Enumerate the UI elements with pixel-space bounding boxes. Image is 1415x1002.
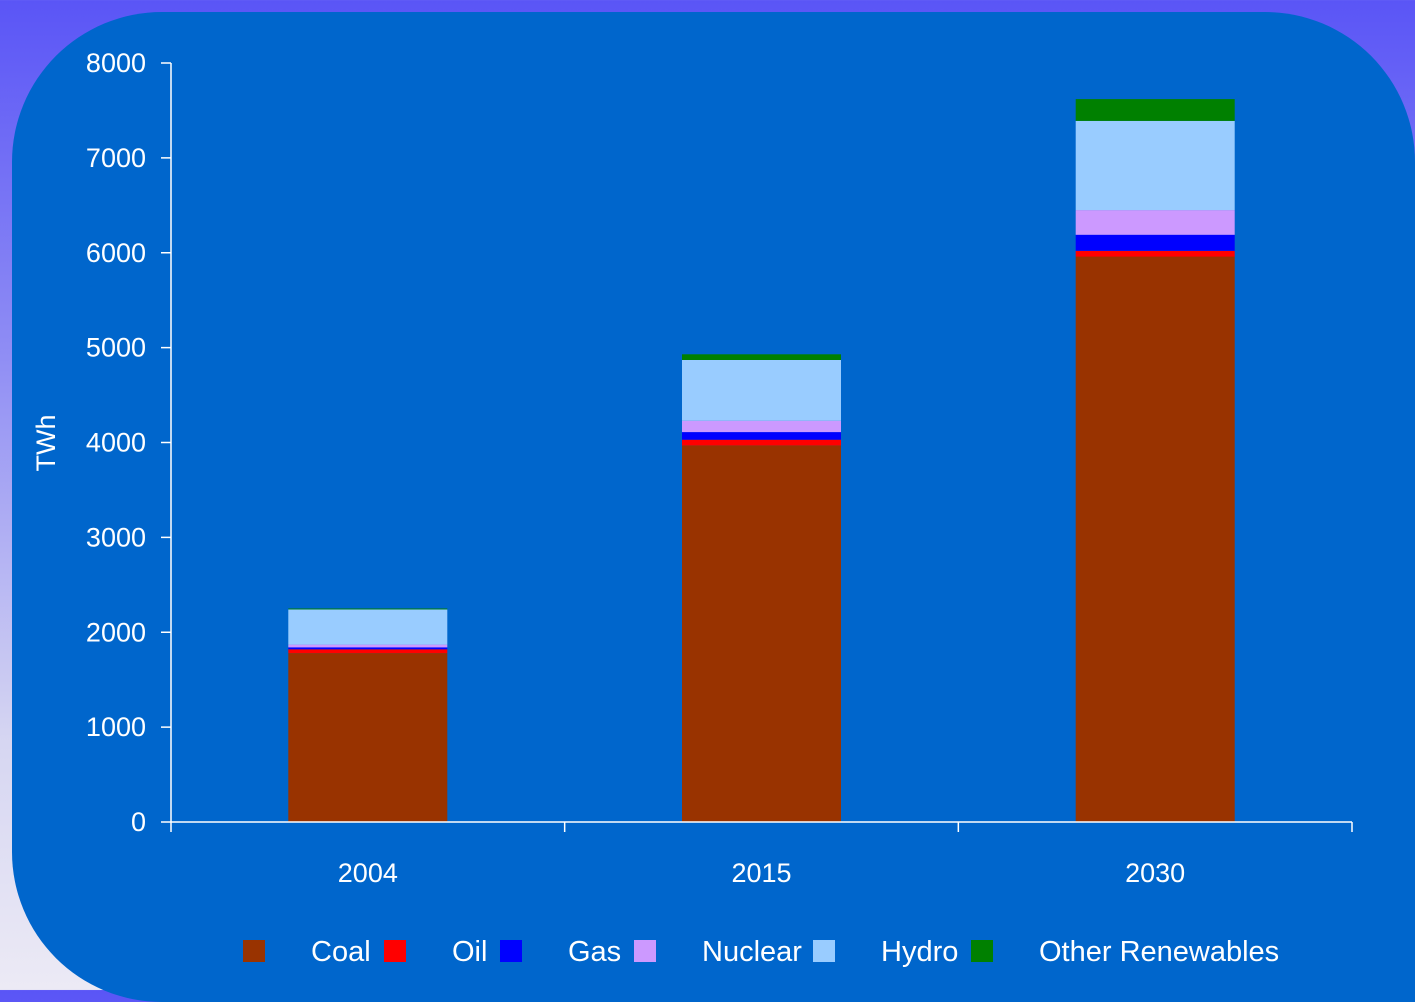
y-tick-label: 4000 (86, 428, 146, 458)
legend-swatch-oil (384, 940, 406, 962)
x-ticks: 2004 2015 2030 (170, 822, 1353, 888)
legend-label-other-renewables: Other Renewables (1039, 936, 1279, 968)
bar-segment-hydro-2015 (682, 360, 841, 421)
bar-segment-nuclear-2015 (682, 420, 841, 433)
legend-swatch-other-renewables (971, 940, 993, 962)
legend-label-nuclear: Nuclear (702, 936, 802, 968)
y-ticks: 0 1000 2000 3000 4000 5000 6000 7000 8000 (86, 48, 171, 837)
bar-segment-coal-2015 (682, 445, 841, 822)
bar-segment-coal-2030 (1075, 256, 1235, 822)
bar-segment-oil-2015 (682, 439, 841, 446)
bar-segment-hydro-2030 (1075, 120, 1235, 211)
bar-segment-coal-2004 (288, 653, 448, 822)
bars-layer (288, 99, 1235, 822)
bar-segment-nuclear-2004 (288, 644, 448, 648)
y-tick-label: 1000 (86, 712, 146, 742)
y-axis-label: TWh (31, 415, 61, 472)
legend-label-gas: Gas (568, 936, 621, 968)
legend-label-coal: Coal (311, 936, 371, 968)
legend-swatch-nuclear (634, 940, 656, 962)
bar-segment-nuclear-2030 (1075, 210, 1235, 235)
bar-segment-other-renewables-2004 (288, 608, 448, 610)
legend: Coal Oil Gas Nuclear Hydro Other Renewables (243, 936, 1279, 968)
bar-segment-gas-2030 (1075, 234, 1235, 251)
legend-swatch-gas (500, 940, 522, 962)
legend-swatch-hydro (813, 940, 835, 962)
y-tick-label: 7000 (86, 143, 146, 173)
y-tick-label: 3000 (86, 522, 146, 552)
bar-segment-oil-2030 (1075, 250, 1235, 257)
x-tick-label-2015: 2015 (731, 858, 791, 888)
y-tick-label: 6000 (86, 238, 146, 268)
y-tick-label: 2000 (86, 617, 146, 647)
bar-segment-oil-2004 (288, 649, 448, 654)
legend-label-hydro: Hydro (881, 936, 958, 968)
legend-label-oil: Oil (452, 936, 487, 968)
legend-swatch-coal (243, 940, 265, 962)
y-tick-label: 0 (131, 807, 146, 837)
bar-segment-other-renewables-2030 (1075, 99, 1235, 121)
bar-segment-gas-2004 (288, 647, 448, 650)
bar-segment-other-renewables-2015 (682, 354, 841, 360)
y-tick-label: 8000 (86, 48, 146, 78)
x-tick-label-2004: 2004 (338, 858, 398, 888)
y-tick-label: 5000 (86, 333, 146, 363)
bar-segment-gas-2015 (682, 432, 841, 440)
x-tick-label-2030: 2030 (1125, 858, 1185, 888)
bar-segment-hydro-2004 (288, 609, 448, 645)
